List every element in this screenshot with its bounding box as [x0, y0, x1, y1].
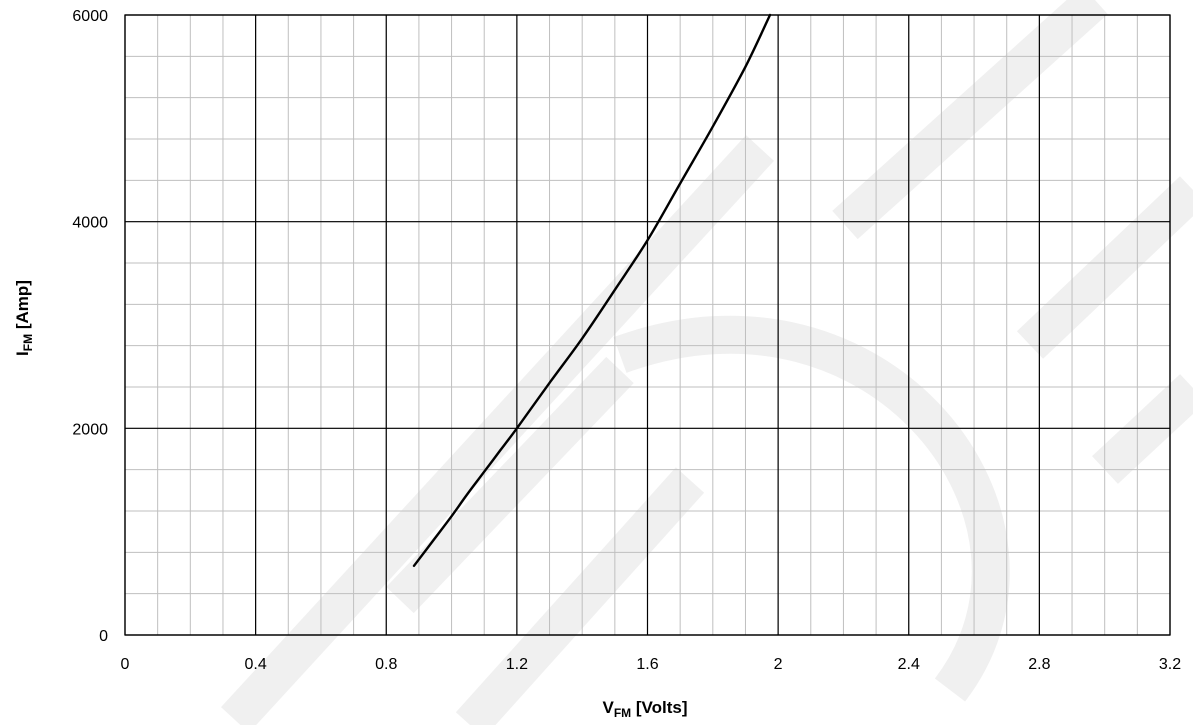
x-tick-label: 2 [774, 656, 783, 673]
x-tick-label: 0.4 [245, 656, 267, 673]
series-layer [412, 13, 772, 567]
y-tick-labels: 0 2000 4000 6000 [72, 8, 108, 645]
x-axis-title-sub: FM [614, 706, 631, 720]
y-tick-label: 2000 [72, 421, 108, 438]
x-tick-label: 3.2 [1159, 656, 1181, 673]
watermark-stroke [455, 467, 705, 725]
x-axis-title: VFM [Volts] [602, 698, 687, 720]
y-axis-title-rest: [Amp] [13, 280, 32, 334]
x-tick-labels: 0 0.4 0.8 1.2 1.6 2 2.4 2.8 3.2 [121, 656, 1182, 673]
axes [124, 14, 1171, 636]
watermark-stroke [613, 315, 1010, 702]
y-tick-label: 6000 [72, 8, 108, 25]
watermark-stroke [221, 135, 774, 725]
y-tick-label: 0 [99, 628, 108, 645]
x-tick-label: 0 [121, 656, 130, 673]
watermark-stroke [1092, 374, 1193, 484]
x-tick-label: 2.4 [898, 656, 920, 673]
y-axis-title: IFM [Amp] [13, 280, 35, 356]
watermark-logo [221, 0, 1193, 725]
plot-frame [124, 14, 1171, 636]
x-tick-label: 0.8 [375, 656, 397, 673]
series-line-0 [412, 13, 772, 567]
y-axis-title-sub: FM [21, 334, 35, 351]
x-tick-label: 1.2 [506, 656, 528, 673]
watermark-stroke [1016, 176, 1193, 359]
x-tick-label: 1.6 [636, 656, 658, 673]
major-gridlines [124, 14, 1171, 636]
x-tick-label: 2.8 [1028, 656, 1050, 673]
x-axis-title-rest: [Volts] [631, 698, 687, 717]
y-tick-label: 4000 [72, 215, 108, 232]
x-axis-title-main: V [602, 698, 614, 717]
watermark-stroke [386, 356, 634, 614]
y-axis-title-main: I [13, 351, 32, 356]
watermark-stroke [832, 0, 1108, 240]
